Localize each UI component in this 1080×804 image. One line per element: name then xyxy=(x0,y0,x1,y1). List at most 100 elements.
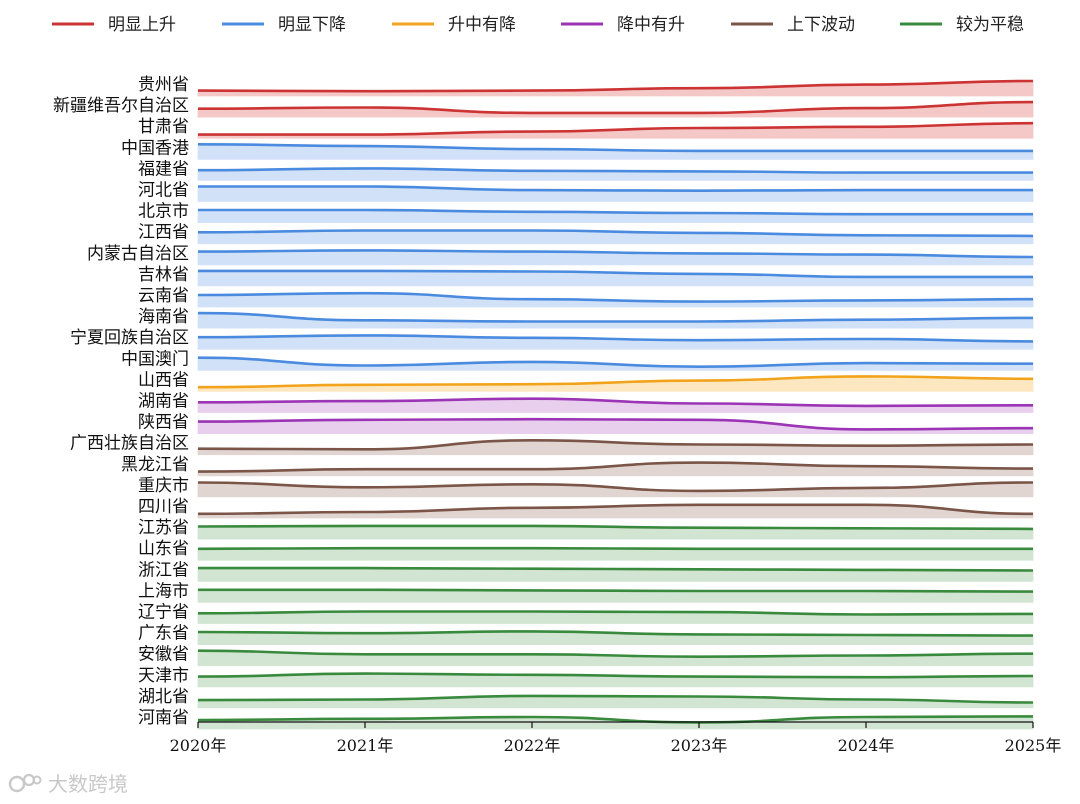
x-tick-label: 2023年 xyxy=(671,736,728,755)
ridge-line xyxy=(197,167,1033,174)
row-label: 天津市 xyxy=(138,666,189,686)
ridge-row: 上海市 xyxy=(138,581,1034,603)
row-label: 安徽省 xyxy=(138,645,189,665)
ridge-row: 天津市 xyxy=(138,666,1034,688)
legend-label-down: 明显下降 xyxy=(278,15,346,35)
ridge-line xyxy=(197,524,1034,531)
row-label: 浙江省 xyxy=(138,560,189,580)
ridge-line xyxy=(197,249,1034,259)
row-label: 重庆市 xyxy=(138,476,189,496)
row-label: 四川省 xyxy=(138,497,189,517)
legend-label-up: 明显上升 xyxy=(108,15,176,35)
ridge-area xyxy=(197,334,1034,350)
ridge-row: 海南省 xyxy=(138,307,1034,329)
ridge-line xyxy=(197,672,1034,679)
ridge-line xyxy=(197,143,1033,153)
ridge-line xyxy=(197,438,1034,451)
row-label: 广西壮族自治区 xyxy=(70,434,189,454)
watermark: 大数跨境 xyxy=(8,768,128,797)
ridge-line xyxy=(197,588,1034,593)
row-label: 广东省 xyxy=(138,624,189,644)
ridge-line xyxy=(197,461,1034,473)
row-label: 黑龙江省 xyxy=(121,455,189,475)
ridge-line xyxy=(197,291,1034,303)
row-label: 河南省 xyxy=(138,708,189,728)
ridge-area xyxy=(197,186,1034,202)
row-label: 中国香港 xyxy=(121,138,189,158)
ridge-row: 内蒙古自治区 xyxy=(87,244,1034,266)
row-label: 云南省 xyxy=(138,286,189,306)
ridge-row: 安徽省 xyxy=(138,645,1034,667)
ridge-row: 吉林省 xyxy=(138,265,1034,287)
row-label: 湖北省 xyxy=(138,687,189,707)
ridge-line xyxy=(198,269,1033,279)
ridge-row: 黑龙江省 xyxy=(121,455,1034,477)
ridge-line xyxy=(197,694,1034,704)
ridge-line xyxy=(197,375,1034,389)
row-label: 陕西省 xyxy=(138,413,189,433)
row-label: 山西省 xyxy=(138,370,189,390)
row-label: 辽宁省 xyxy=(138,603,189,623)
ridge-row: 宁夏回族自治区 xyxy=(70,328,1034,350)
ridge-line xyxy=(198,185,1033,193)
ridge-row: 河北省 xyxy=(138,181,1034,202)
ridge-area xyxy=(197,482,1034,498)
ridge-line xyxy=(197,649,1034,659)
legend-label-downthenup: 降中有升 xyxy=(617,15,685,35)
row-label: 中国澳门 xyxy=(121,349,189,369)
row-label: 贵州省 xyxy=(138,75,189,95)
watermark-logo-icon xyxy=(8,773,42,792)
ridge-area xyxy=(197,418,1034,434)
row-label: 山东省 xyxy=(138,539,189,559)
legend-label-upthendown: 升中有降 xyxy=(448,15,516,35)
ridge-row: 中国澳门 xyxy=(121,349,1034,371)
ridge-row: 江西省 xyxy=(138,223,1034,245)
ridge-line xyxy=(197,79,1034,93)
x-tick-label: 2025年 xyxy=(1005,736,1062,755)
row-label: 江西省 xyxy=(138,223,189,243)
ridge-row: 四川省 xyxy=(138,497,1034,519)
ridge-line xyxy=(197,481,1034,493)
ridge-line xyxy=(197,311,1034,323)
x-tick-label: 2022年 xyxy=(504,736,561,755)
row-label: 甘肃省 xyxy=(138,117,189,137)
ridge-row: 广东省 xyxy=(138,624,1034,645)
ridgeline-series: 贵州省新疆维吾尔自治区甘肃省中国香港福建省河北省北京市江西省内蒙古自治区吉林省云… xyxy=(53,75,1034,730)
watermark-text: 大数跨境 xyxy=(48,772,128,796)
ridge-line xyxy=(198,121,1034,136)
row-label: 吉林省 xyxy=(138,265,189,285)
ridge-row: 新疆维吾尔自治区 xyxy=(53,96,1034,118)
row-label: 河北省 xyxy=(138,181,189,201)
ridge-row: 广西壮族自治区 xyxy=(70,434,1034,456)
ridge-line xyxy=(197,229,1034,238)
ridge-line xyxy=(197,546,1033,551)
ridge-row: 甘肃省 xyxy=(138,117,1034,139)
ridge-line xyxy=(197,610,1034,616)
ridge-line xyxy=(197,356,1034,369)
ridge-row: 江苏省 xyxy=(138,518,1034,540)
ridge-line xyxy=(197,503,1034,516)
legend: 明显上升 明显下降 升中有降 降中有升 上下波动 较为平稳 xyxy=(52,15,1024,35)
row-label: 北京市 xyxy=(138,202,189,222)
ridge-row: 陕西省 xyxy=(138,413,1034,434)
ridge-line xyxy=(197,397,1034,408)
ridge-line xyxy=(197,566,1034,572)
legend-label-flat: 较为平稳 xyxy=(956,15,1024,35)
ridge-row: 河南省 xyxy=(138,708,1034,730)
ridge-row: 湖北省 xyxy=(138,687,1034,709)
ridge-row: 山西省 xyxy=(138,370,1034,392)
ridge-line xyxy=(197,630,1034,637)
row-label: 新疆维吾尔自治区 xyxy=(53,96,189,116)
ridge-row: 云南省 xyxy=(138,286,1034,308)
x-tick-label: 2021年 xyxy=(337,736,394,755)
ridge-area xyxy=(197,101,1034,118)
ridge-line xyxy=(197,334,1034,343)
ridge-row: 贵州省 xyxy=(138,75,1034,97)
ridge-line xyxy=(197,100,1034,115)
legend-label-fluct: 上下波动 xyxy=(787,15,855,35)
row-label: 海南省 xyxy=(138,307,189,327)
ridge-line xyxy=(197,208,1033,216)
ridge-row: 重庆市 xyxy=(138,476,1034,498)
ridge-row: 中国香港 xyxy=(121,138,1034,160)
